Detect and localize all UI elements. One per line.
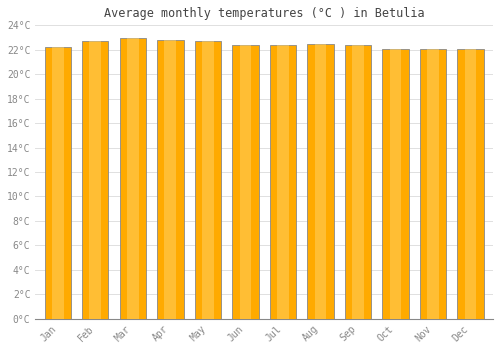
Bar [382,49,408,318]
Bar [270,45,296,318]
Bar [390,49,402,318]
Bar [195,41,221,318]
Bar [352,45,364,318]
Bar [52,47,64,318]
Bar [120,37,146,318]
Bar [277,45,289,318]
Bar [202,41,214,318]
Bar [127,37,139,318]
Bar [345,45,371,318]
Bar [164,40,176,318]
Bar [82,41,108,318]
Bar [240,45,252,318]
Bar [427,49,439,318]
Bar [308,44,334,318]
Bar [90,41,101,318]
Bar [232,45,258,318]
Bar [458,49,483,318]
Title: Average monthly temperatures (°C ) in Betulia: Average monthly temperatures (°C ) in Be… [104,7,424,20]
Bar [464,49,476,318]
Bar [420,49,446,318]
Bar [314,44,326,318]
Bar [44,47,71,318]
Bar [157,40,184,318]
